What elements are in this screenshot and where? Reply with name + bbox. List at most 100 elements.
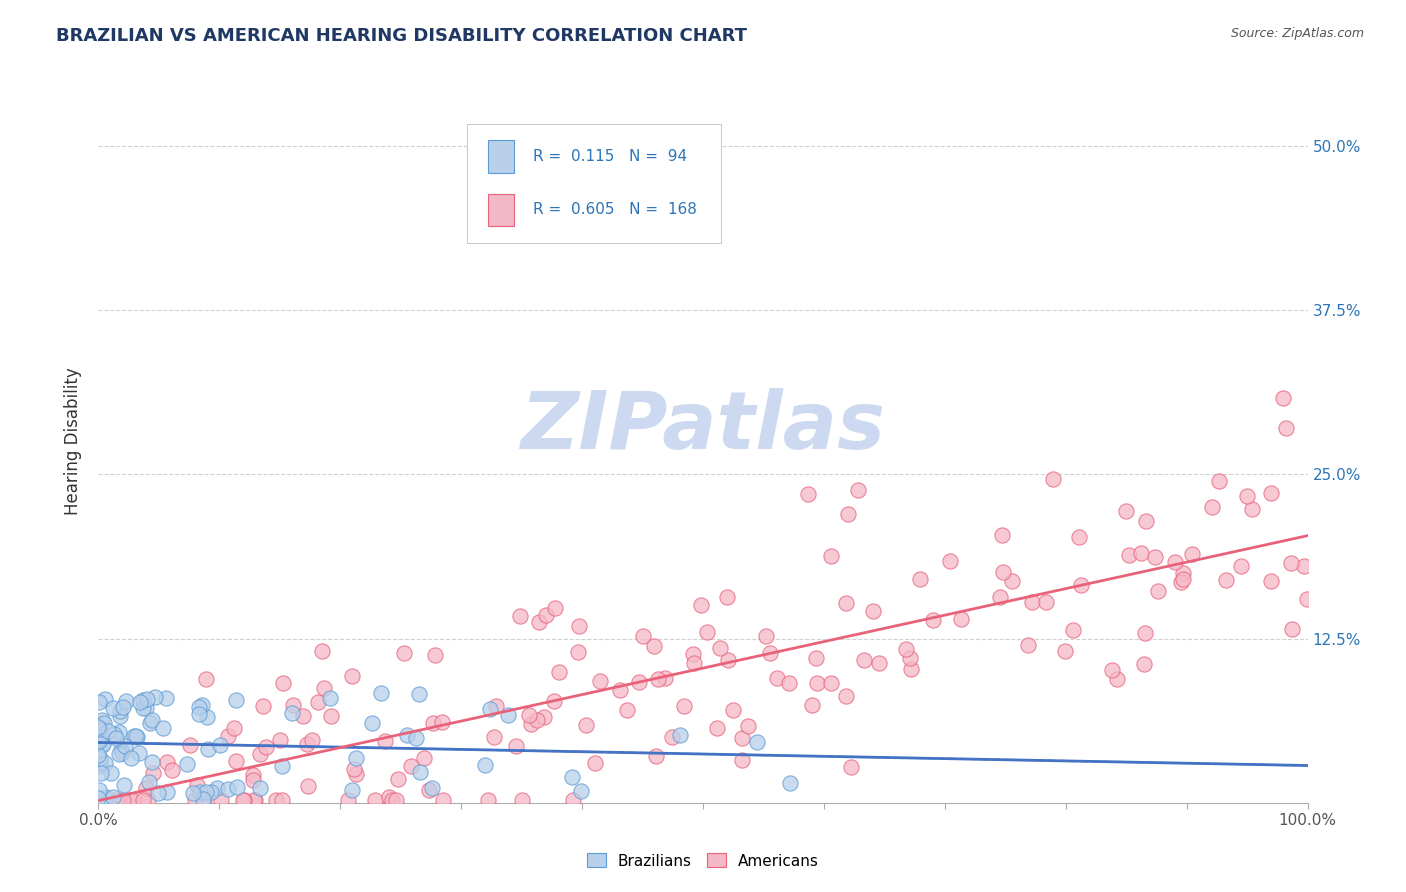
Point [114,739,136,753]
Point [900,662,922,676]
Point [269,733,291,747]
Point [297,779,319,793]
Point [125,730,148,744]
Point [520,717,543,731]
Point [709,641,731,656]
Point [344,751,367,765]
Point [281,698,304,712]
Y-axis label: Hearing Disability: Hearing Disability [65,368,83,516]
Point [225,693,247,707]
Point [806,676,828,690]
Point [93,715,115,730]
Point [682,647,704,661]
Point [162,763,184,777]
Point [1000,574,1022,588]
Point [381,793,404,807]
Point [181,786,204,800]
Point [425,648,447,663]
Text: Source: ZipAtlas.com: Source: ZipAtlas.com [1230,27,1364,40]
Point [90,731,112,745]
Point [291,708,314,723]
Point [217,729,239,743]
Point [1133,657,1156,672]
Point [690,599,713,613]
Point [839,760,862,774]
Point [249,780,271,795]
Point [993,565,1015,579]
Point [103,789,125,804]
Point [307,695,329,709]
Point [152,721,174,735]
Point [418,783,440,797]
Point [567,645,589,659]
Point [336,793,359,807]
Point [249,747,271,761]
Point [87,759,110,773]
Point [233,793,256,807]
Point [107,724,129,739]
Point [132,793,155,807]
Point [101,700,124,714]
Point [654,671,676,685]
Point [477,793,499,807]
Point [1133,625,1156,640]
Point [1147,584,1170,599]
FancyBboxPatch shape [488,140,515,173]
Point [340,669,363,683]
Point [156,785,179,799]
Point [868,656,890,670]
Point [800,698,823,712]
Point [195,710,218,724]
Point [939,554,962,568]
Point [340,782,363,797]
Point [146,786,169,800]
Point [778,676,800,690]
Point [631,629,654,643]
Point [1118,548,1140,562]
Point [385,793,408,807]
Point [89,783,111,797]
Point [186,778,208,792]
Point [311,644,333,658]
Point [430,715,453,730]
Point [132,701,155,715]
Point [271,676,294,690]
Point [188,707,211,722]
Point [89,723,111,737]
Point [190,698,212,713]
Text: R =  0.115   N =  94: R = 0.115 N = 94 [533,149,686,164]
Point [136,793,159,807]
Point [716,653,738,667]
Point [731,753,754,767]
Point [343,763,366,777]
Point [496,708,519,723]
Point [661,730,683,744]
Point [409,765,432,780]
Point [125,729,148,743]
Point [1062,623,1084,637]
Point [644,749,666,764]
Point [1105,672,1128,686]
Point [988,590,1011,604]
Point [862,604,884,618]
Point [138,775,160,789]
Point [143,690,166,705]
Point [1170,575,1192,590]
Point [344,766,367,780]
Point [543,694,565,708]
Point [804,651,827,665]
Point [89,756,111,771]
Point [94,692,117,706]
Point [696,624,718,639]
Point [643,639,665,653]
Point [107,747,129,762]
Point [1070,578,1092,592]
Point [399,759,422,773]
Point [408,687,430,701]
Point [87,719,110,733]
Point [132,693,155,707]
Point [583,756,606,770]
Point [184,793,207,807]
Point [361,715,384,730]
Point [319,708,342,723]
